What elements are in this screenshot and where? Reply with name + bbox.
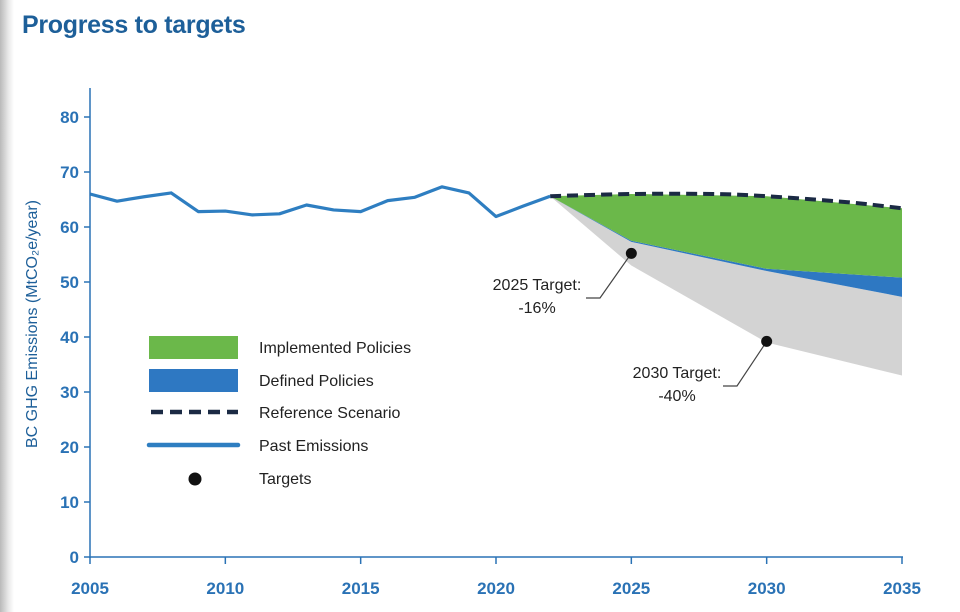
legend-swatch-implemented [149,336,238,359]
y-tick-label: 80 [60,108,79,127]
y-tick-label: 60 [60,218,79,237]
x-tick-label: 2030 [748,579,786,598]
legend-swatch-defined [149,369,238,392]
y-tick-label: 10 [60,493,79,512]
legend-label: Reference Scenario [259,405,401,422]
legend-target-dot [188,472,202,486]
legend-label: Defined Policies [259,373,374,390]
reference-scenario-line [550,191,903,211]
implemented-policies-area [550,194,902,278]
x-tick-label: 2005 [71,579,109,598]
y-tick-label: 30 [60,383,79,402]
target-point [625,247,637,259]
target-2025-label: 2025 Target: [493,277,582,294]
x-tick-label: 2020 [477,579,515,598]
y-tick-label: 50 [60,273,79,292]
y-tick-label: 40 [60,328,79,347]
defined-policies-area [550,196,902,297]
target-2030-leader [723,341,768,387]
target-2030-value: -40% [658,388,695,405]
x-tick-label: 2010 [206,579,244,598]
past-emissions-line [89,185,551,219]
page-title: Progress to targets [22,11,246,39]
legend-label: Targets [259,471,311,488]
target-2030-label: 2030 Target: [633,365,722,382]
y-tick-label: 0 [70,548,79,567]
legend-label: Past Emissions [259,438,368,455]
x-tick-label: 2015 [342,579,380,598]
legend-label: Implemented Policies [259,340,411,357]
target-pathway-band [550,196,902,376]
x-tick-label: 2035 [883,579,921,598]
x-tick-label: 2025 [612,579,650,598]
y-tick-label: 70 [60,163,79,182]
y-axis-title: BC GHG Emissions (MtCO₂e/year) [24,200,41,448]
page-edge-shadow [0,0,14,612]
y-tick-label: 20 [60,438,79,457]
target-2025-value: -16% [518,300,555,317]
target-point [761,335,773,347]
target-2025-leader [586,253,632,299]
